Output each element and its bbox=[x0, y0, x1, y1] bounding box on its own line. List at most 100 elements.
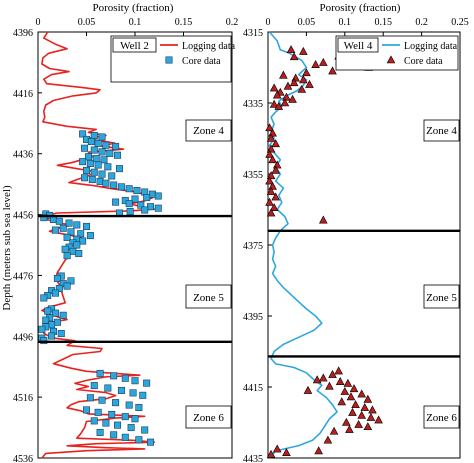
well-name: Well 2 bbox=[120, 40, 149, 52]
core-data-point bbox=[110, 372, 118, 380]
core-data-point bbox=[88, 176, 96, 184]
core-data-point bbox=[117, 386, 125, 394]
core-data-point bbox=[110, 181, 118, 189]
core-data-point bbox=[73, 241, 81, 249]
core-data-point bbox=[48, 332, 56, 340]
core-data-point bbox=[357, 389, 367, 398]
core-data-point bbox=[318, 373, 328, 382]
core-data-point bbox=[75, 250, 83, 258]
zone-label-box bbox=[185, 405, 232, 429]
y-tick-label: 4315 bbox=[243, 28, 263, 39]
core-data-point bbox=[141, 206, 149, 214]
x-tick-label: 0.05 bbox=[298, 17, 316, 28]
core-data-point bbox=[67, 228, 75, 236]
core-data-point bbox=[102, 179, 110, 187]
core-data-point bbox=[96, 428, 104, 436]
core-data-point bbox=[266, 208, 276, 217]
core-data-point bbox=[81, 174, 89, 182]
core-data-point bbox=[57, 330, 65, 338]
core-data-point bbox=[112, 142, 120, 150]
core-data-point bbox=[268, 155, 277, 164]
core-data-point bbox=[329, 426, 339, 435]
core-data-point bbox=[354, 420, 363, 428]
core-data-point bbox=[102, 141, 110, 149]
core-data-point bbox=[86, 159, 94, 167]
zone-label: Zone 6 bbox=[426, 412, 457, 424]
y-tick-label: 4436 bbox=[13, 150, 33, 161]
core-data-point bbox=[335, 377, 345, 385]
core-data-point bbox=[314, 446, 323, 455]
core-data-point bbox=[318, 215, 328, 224]
zone-label: Zone 4 bbox=[426, 125, 457, 137]
core-data-point bbox=[131, 195, 139, 203]
core-data-point bbox=[48, 321, 56, 329]
core-data-point bbox=[312, 375, 322, 384]
core-data-point bbox=[125, 200, 133, 208]
zone-label-box bbox=[185, 119, 232, 142]
x-tick-label: 0 bbox=[266, 17, 271, 28]
core-data-point bbox=[96, 177, 104, 185]
core-data-point bbox=[282, 92, 291, 101]
core-data-point bbox=[53, 274, 61, 282]
legend-label: Logging data bbox=[404, 41, 458, 52]
legend-label: Core data bbox=[404, 56, 443, 67]
core-data-point bbox=[274, 101, 284, 110]
core-data-point bbox=[79, 130, 87, 138]
core-data-point bbox=[268, 128, 277, 137]
core-data-point bbox=[63, 282, 71, 290]
y-tick-label: 4435 bbox=[243, 454, 263, 463]
core-data-point bbox=[279, 70, 288, 79]
core-data-point bbox=[83, 406, 91, 414]
core-data-point bbox=[345, 424, 354, 433]
core-data-point bbox=[269, 99, 279, 108]
core-data-point bbox=[265, 176, 274, 185]
core-data-point bbox=[121, 433, 129, 441]
well-name-box bbox=[337, 37, 379, 53]
core-data-point bbox=[349, 384, 359, 393]
core-data-point bbox=[299, 46, 308, 55]
core-data-point bbox=[271, 139, 280, 148]
zone-label: Zone 5 bbox=[193, 292, 224, 304]
core-data-point bbox=[269, 203, 279, 212]
core-data-point bbox=[141, 426, 149, 434]
core-data-point bbox=[286, 45, 296, 54]
core-data-point bbox=[297, 84, 307, 93]
core-data-point bbox=[112, 198, 120, 206]
core-data-point bbox=[374, 415, 383, 424]
logging-data-line bbox=[268, 31, 338, 459]
legend-marker-swatch bbox=[165, 56, 173, 64]
core-data-point bbox=[265, 123, 274, 132]
core-data-point bbox=[269, 83, 279, 92]
zone-label-box bbox=[423, 405, 460, 429]
core-data-point bbox=[42, 316, 50, 324]
core-data-point bbox=[79, 237, 87, 245]
core-data-point bbox=[53, 318, 61, 326]
core-data-point bbox=[90, 146, 98, 154]
y-tick-label: 4516 bbox=[13, 393, 33, 404]
core-data-point bbox=[360, 402, 370, 411]
core-data-point bbox=[106, 149, 114, 157]
core-data-point bbox=[302, 68, 311, 77]
core-data-point bbox=[147, 438, 155, 446]
x-tick-label: 0.2 bbox=[226, 17, 239, 28]
y-tick-label: 4396 bbox=[13, 28, 33, 39]
core-data-point bbox=[268, 181, 277, 190]
core-data-point bbox=[363, 422, 373, 431]
core-data-point bbox=[303, 385, 313, 394]
core-data-point bbox=[346, 392, 356, 401]
core-data-point bbox=[265, 197, 274, 206]
core-data-point bbox=[114, 151, 122, 159]
core-data-point bbox=[125, 185, 133, 193]
core-data-point bbox=[67, 277, 75, 285]
core-data-point bbox=[38, 325, 46, 333]
core-data-point bbox=[266, 133, 276, 142]
core-data-point bbox=[272, 444, 282, 453]
core-data-point bbox=[266, 171, 276, 180]
well-4-panel: 0 0.05 0.1 0.15 0.2 0.25 4315 4335 4355 4375 4395 4… bbox=[243, 17, 469, 463]
plot-area bbox=[267, 31, 461, 459]
core-data-point bbox=[98, 148, 106, 156]
core-data-point bbox=[127, 424, 135, 432]
zone-label: Zone 4 bbox=[193, 125, 224, 137]
y-tick-label: 4355 bbox=[243, 170, 263, 181]
y-tick-label: 4476 bbox=[13, 271, 33, 282]
